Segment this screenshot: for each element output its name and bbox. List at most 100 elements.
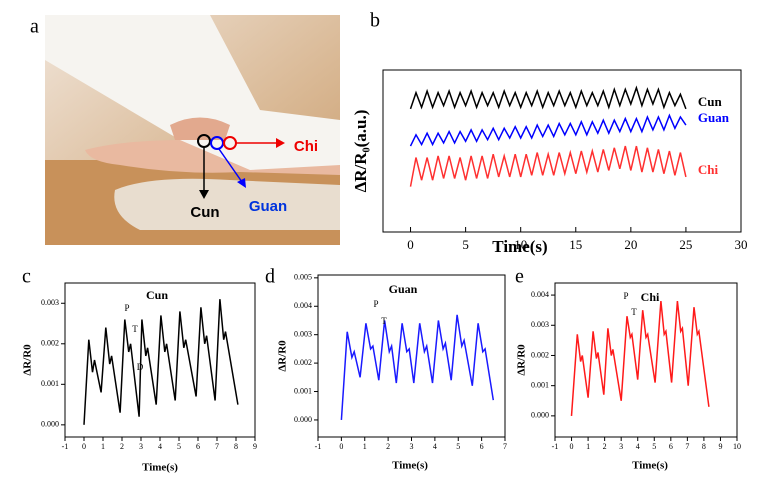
x-tick-label: 5 bbox=[462, 237, 469, 252]
y-tick-label: 0.003 bbox=[41, 298, 59, 307]
x-tick-label: 0 bbox=[82, 442, 86, 451]
pillow bbox=[114, 178, 341, 230]
y-tick-label: 0.000 bbox=[41, 420, 59, 429]
photo: Cun Guan Chi bbox=[45, 15, 341, 245]
x-tick-label: 10 bbox=[733, 442, 741, 451]
x-tick-label: 5 bbox=[177, 442, 181, 451]
arrow-head bbox=[237, 178, 246, 188]
y-axis-label: ΔR/R0 bbox=[516, 344, 528, 376]
y-tick-label: 0.002 bbox=[41, 339, 59, 348]
x-tick-label: 1 bbox=[586, 442, 590, 451]
x-tick-label: 9 bbox=[718, 442, 722, 451]
y-tick-label: 0.002 bbox=[294, 358, 312, 367]
chart-title: Guan bbox=[389, 282, 418, 296]
x-tick-label: 5 bbox=[652, 442, 656, 451]
panel-label: a bbox=[30, 16, 39, 38]
x-tick-label: 7 bbox=[215, 442, 219, 451]
y-tick-label: 0.002 bbox=[531, 350, 549, 359]
annotation: P bbox=[124, 303, 129, 313]
panel-label: b bbox=[370, 10, 380, 32]
hand bbox=[170, 117, 230, 140]
x-tick-label: 4 bbox=[636, 442, 640, 451]
plot-frame bbox=[64, 282, 256, 438]
panel-label: e bbox=[515, 266, 524, 288]
data-line bbox=[83, 299, 239, 425]
x-tick-label: 0 bbox=[339, 442, 343, 451]
y-axis-label: ΔR/R₀(a.u.) bbox=[351, 110, 370, 193]
x-tick-label: 3 bbox=[139, 442, 143, 451]
y-tick-label: 0.001 bbox=[294, 386, 312, 395]
x-tick-label: 4 bbox=[433, 442, 437, 451]
x-tick-label: 7 bbox=[503, 442, 507, 451]
annotation: T bbox=[132, 324, 138, 334]
x-tick-label: 9 bbox=[253, 442, 257, 451]
y-tick-label: 0.000 bbox=[531, 411, 549, 420]
arrow-head bbox=[199, 190, 209, 199]
x-tick-label: 15 bbox=[569, 237, 582, 252]
x-tick-label: 0 bbox=[407, 237, 414, 252]
x-axis-label: Time(s) bbox=[632, 460, 668, 472]
x-tick-label: 2 bbox=[386, 442, 390, 451]
photo-label: Chi bbox=[294, 138, 318, 155]
annotation: T bbox=[381, 316, 387, 326]
plot-frame bbox=[382, 69, 742, 233]
y-axis-label: ΔR/R0 bbox=[22, 344, 34, 376]
x-tick-label: 8 bbox=[234, 442, 238, 451]
annotation: D bbox=[137, 362, 144, 372]
plot-frame bbox=[554, 282, 738, 438]
x-tick-label: 3 bbox=[410, 442, 414, 451]
panel-label: d bbox=[265, 266, 275, 288]
arrow-head bbox=[276, 138, 285, 148]
x-tick-label: 25 bbox=[679, 237, 692, 252]
x-tick-label: 4 bbox=[158, 442, 162, 451]
y-tick-label: 0.004 bbox=[294, 301, 312, 310]
y-tick-label: 0.001 bbox=[531, 380, 549, 389]
x-tick-label: 7 bbox=[685, 442, 689, 451]
x-axis-label: Time(s) bbox=[392, 460, 428, 472]
guan-arrow bbox=[218, 148, 243, 183]
x-tick-label: -1 bbox=[62, 442, 69, 451]
x-tick-label: 8 bbox=[702, 442, 706, 451]
series-label: Guan bbox=[698, 110, 730, 125]
y-tick-label: 0.003 bbox=[294, 330, 312, 339]
x-tick-label: 6 bbox=[196, 442, 200, 451]
data-line bbox=[409, 113, 687, 147]
chart-title: Chi bbox=[641, 290, 660, 304]
y-tick-label: 0.001 bbox=[41, 379, 59, 388]
x-tick-label: 30 bbox=[735, 237, 748, 252]
x-tick-label: 2 bbox=[603, 442, 607, 451]
x-tick-label: 6 bbox=[669, 442, 673, 451]
x-tick-label: -1 bbox=[552, 442, 559, 451]
x-tick-label: 0 bbox=[570, 442, 574, 451]
annotation: P bbox=[373, 299, 378, 309]
y-tick-label: 0.004 bbox=[531, 290, 549, 299]
x-axis-label: Time(s) bbox=[492, 237, 547, 256]
x-tick-label: 3 bbox=[619, 442, 623, 451]
data-line bbox=[570, 301, 710, 416]
y-tick-label: 0.000 bbox=[294, 415, 312, 424]
x-tick-label: 10 bbox=[514, 237, 527, 252]
x-tick-label: 1 bbox=[101, 442, 105, 451]
sleeve bbox=[45, 15, 340, 170]
photo-label: Cun bbox=[190, 204, 219, 221]
panel-label: c bbox=[22, 266, 31, 288]
series-label: Cun bbox=[698, 94, 723, 109]
x-tick-label: -1 bbox=[315, 442, 322, 451]
x-tick-label: 1 bbox=[363, 442, 367, 451]
photo-label: Guan bbox=[249, 198, 287, 215]
chart-title: Cun bbox=[146, 288, 168, 302]
data-line bbox=[340, 314, 495, 420]
x-axis-label: Time(s) bbox=[142, 462, 178, 474]
y-tick-label: 0.005 bbox=[294, 273, 312, 282]
data-line bbox=[409, 145, 687, 187]
annotation: T bbox=[631, 307, 637, 317]
series-label: Chi bbox=[698, 162, 719, 177]
data-line bbox=[409, 85, 687, 110]
x-tick-label: 2 bbox=[120, 442, 124, 451]
y-tick-label: 0.003 bbox=[531, 320, 549, 329]
annotation: P bbox=[623, 291, 628, 301]
x-tick-label: 5 bbox=[456, 442, 460, 451]
x-tick-label: 20 bbox=[624, 237, 637, 252]
